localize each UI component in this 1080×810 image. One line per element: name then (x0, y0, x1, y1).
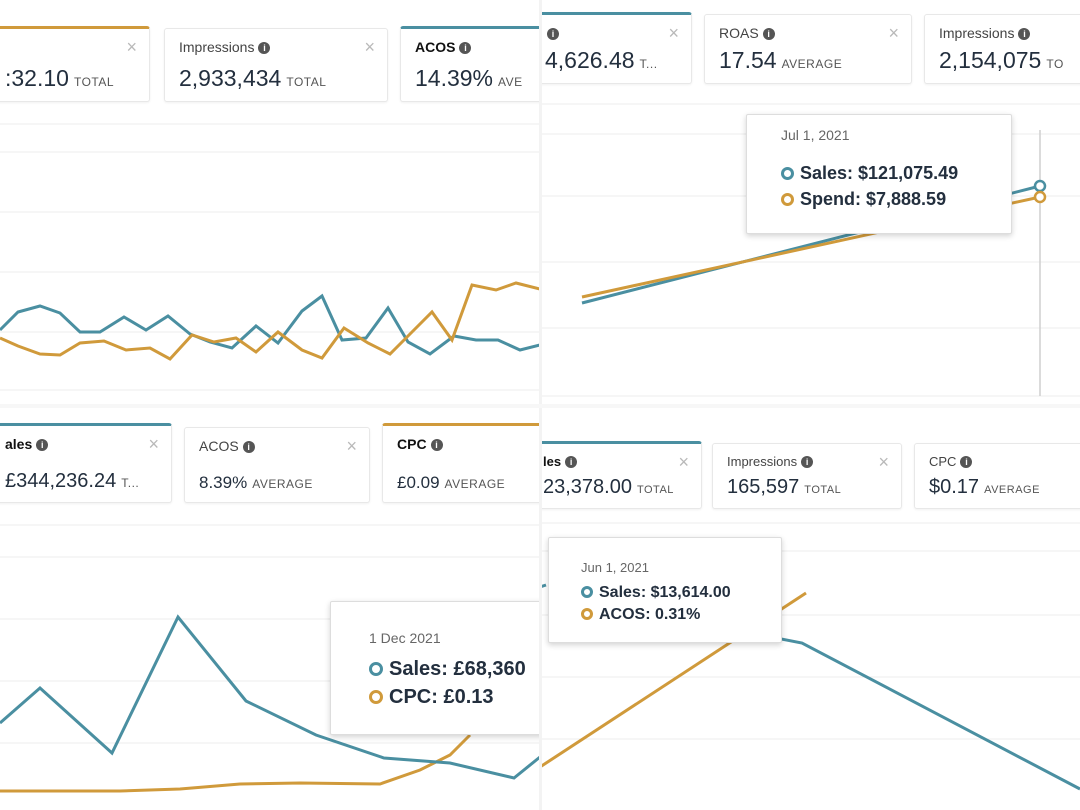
tooltip-date: 1 Dec 2021 (369, 630, 441, 646)
metric-value: £344,236.24 T... (5, 470, 140, 492)
metric-label: CPC i (929, 454, 973, 469)
info-icon[interactable]: i (430, 439, 443, 451)
info-icon[interactable]: i (459, 42, 472, 54)
metric-label: les i (543, 454, 578, 469)
chart-tooltip: Jul 1, 2021 Sales: $121,075.49 Spend: $7… (746, 114, 1012, 234)
close-icon[interactable]: × (148, 434, 159, 454)
metric-label: CPC i (397, 436, 443, 452)
legend-dot-icon (369, 662, 383, 676)
close-icon[interactable]: × (678, 452, 689, 472)
tooltip-row-acos: ACOS: 0.31% (581, 606, 700, 624)
series-line-teal (739, 629, 1080, 791)
legend-dot-icon (781, 193, 794, 206)
metric-card-total[interactable]: × :32.10 TOTAL (0, 26, 150, 102)
dashboard-panel-4: les i × 23,378.00 TOTAL Impressions i × 165… (540, 405, 1080, 810)
close-icon[interactable]: × (888, 23, 899, 43)
metric-card-cpc[interactable]: CPC i £0.09 AVERAGE (382, 423, 540, 503)
tooltip-date: Jun 1, 2021 (581, 560, 649, 575)
info-icon[interactable]: i (762, 28, 775, 40)
legend-dot-icon (781, 167, 794, 180)
legend-dot-icon (581, 608, 593, 620)
metric-value: $0.17 AVERAGE (929, 476, 1040, 498)
line-chart[interactable] (0, 0, 540, 405)
chart-tooltip: Jun 1, 2021 Sales: $13,614.00 ACOS: 0.31… (548, 537, 782, 643)
metric-label: ales i (5, 436, 49, 452)
metric-label: Impressions i (939, 25, 1031, 41)
metric-label: ACOS i (415, 39, 472, 55)
close-icon[interactable]: × (126, 37, 137, 57)
panel-divider-horizontal (0, 404, 1080, 408)
metric-card-impressions[interactable]: Impressions i 2,154,075 TO (924, 14, 1080, 84)
metric-card-cpc[interactable]: CPC i $0.17 AVERAGE (914, 443, 1080, 509)
close-icon[interactable]: × (878, 452, 889, 472)
series-line-orange (0, 281, 540, 361)
metric-value: 14.39% AVE (415, 65, 523, 91)
info-icon[interactable]: i (258, 42, 271, 54)
metric-value: 2,154,075 TO (939, 47, 1064, 73)
tooltip-row-spend: Spend: $7,888.59 (781, 189, 946, 210)
metric-value: 17.54 AVERAGE (719, 47, 843, 73)
metric-card-acos[interactable]: ACOS i × 8.39% AVERAGE (184, 427, 370, 503)
metric-value: :32.10 TOTAL (5, 65, 115, 91)
metric-label: ROAS i (719, 25, 775, 41)
metric-card-sales[interactable]: les i × 23,378.00 TOTAL (540, 441, 702, 509)
info-icon[interactable]: i (242, 441, 255, 453)
close-icon[interactable]: × (668, 23, 679, 43)
metric-label: ACOS i (199, 438, 255, 454)
close-icon[interactable]: × (364, 37, 375, 57)
series-line-teal (0, 614, 540, 780)
tooltip-date: Jul 1, 2021 (781, 127, 850, 143)
tooltip-row-cpc: CPC: £0.13 (369, 686, 494, 709)
dashboard-panel-1: × :32.10 TOTAL Impressions i × 2,933,434 TO… (0, 0, 540, 405)
legend-dot-icon (581, 586, 593, 598)
data-point-marker (1033, 190, 1047, 204)
tooltip-row-sales: Sales: £68,360 (369, 658, 526, 681)
metric-label: Impressions i (179, 39, 271, 55)
metric-value: 23,378.00 TOTAL (543, 476, 674, 498)
tooltip-row-sales: Sales: $121,075.49 (781, 163, 958, 184)
metric-card-total[interactable]: i × 4,626.48 T... (540, 12, 692, 84)
metric-value: £0.09 AVERAGE (397, 473, 506, 492)
metric-card-sales[interactable]: ales i × £344,236.24 T... (0, 423, 172, 503)
info-icon[interactable]: i (1018, 28, 1031, 40)
info-icon[interactable]: i (36, 439, 49, 451)
metric-value: 8.39% AVERAGE (199, 473, 313, 492)
metric-value: 2,933,434 TOTAL (179, 65, 327, 91)
metric-card-impressions[interactable]: Impressions i × 2,933,434 TOTAL (164, 28, 388, 102)
data-point-marker (1033, 179, 1047, 193)
info-icon[interactable]: i (565, 456, 578, 468)
metric-label: Impressions i (727, 454, 814, 469)
info-icon[interactable]: i (801, 456, 814, 468)
metric-card-acos[interactable]: ACOS i 14.39% AVE (400, 26, 540, 102)
tooltip-row-sales: Sales: $13,614.00 (581, 584, 731, 602)
info-icon[interactable]: i (960, 456, 973, 468)
dashboard-panel-2: i × 4,626.48 T... ROAS i × 17.54 AVERAGE Im… (540, 0, 1080, 405)
close-icon[interactable]: × (346, 436, 357, 456)
metric-card-impressions[interactable]: Impressions i × 165,597 TOTAL (712, 443, 902, 509)
metric-label: i (543, 25, 559, 41)
info-icon[interactable]: i (547, 28, 559, 40)
metric-value: 4,626.48 T... (545, 47, 658, 73)
dashboard-panel-3: ales i × £344,236.24 T... ACOS i × 8.39% AVE… (0, 405, 540, 810)
metric-card-roas[interactable]: ROAS i × 17.54 AVERAGE (704, 14, 912, 84)
metric-value: 165,597 TOTAL (727, 476, 842, 498)
legend-dot-icon (369, 690, 383, 704)
chart-tooltip: 1 Dec 2021 Sales: £68,360 CPC: £0.13 (330, 601, 540, 735)
